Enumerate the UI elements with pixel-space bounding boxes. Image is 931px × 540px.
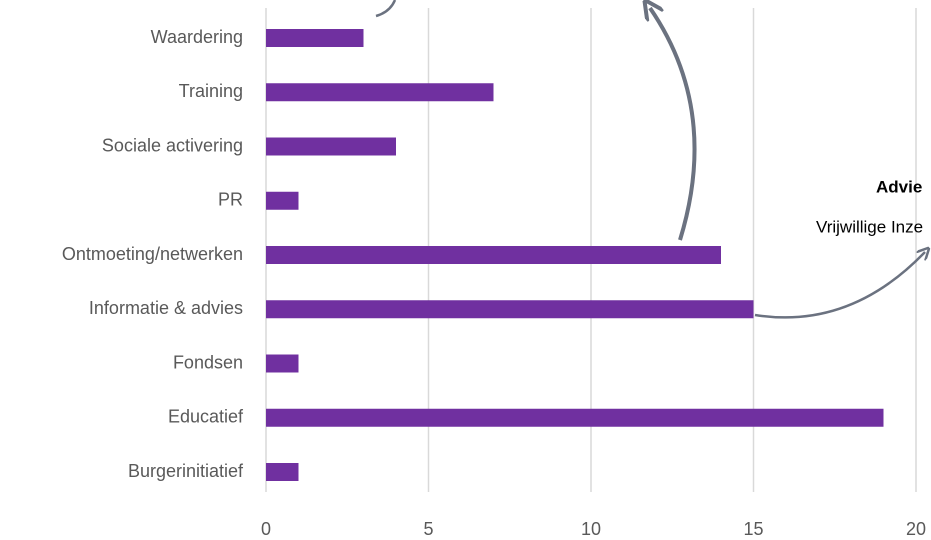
arrow (375, 0, 397, 18)
bar (266, 246, 721, 264)
arrow (650, 8, 697, 241)
y-tick-label: Fondsen (173, 352, 243, 372)
x-tick-label: 15 (743, 519, 763, 539)
y-tick-label: Ontmoeting/netwerken (62, 244, 243, 264)
y-tick-label: Educatief (168, 407, 244, 427)
arrow (754, 252, 925, 319)
y-tick-label: Waardering (151, 27, 243, 47)
x-tick-label: 0 (261, 519, 271, 539)
bar (266, 83, 494, 102)
y-tick-label: Burgerinitiatief (128, 461, 244, 481)
bar (266, 137, 396, 156)
bar (266, 463, 299, 481)
x-tick-label: 5 (423, 519, 433, 539)
annotation: Vrijwillige Inze (816, 217, 923, 236)
bar (266, 354, 299, 373)
y-tick-label: Informatie & advies (89, 298, 243, 318)
bar (266, 191, 299, 210)
y-tick-label: Training (179, 81, 243, 101)
x-tick-label: 10 (581, 519, 601, 539)
y-tick-label: PR (218, 190, 243, 210)
bar (266, 408, 884, 427)
bar (266, 300, 754, 319)
bar (266, 29, 364, 47)
x-tick-label: 20 (906, 519, 926, 539)
y-tick-label: Sociale activering (102, 135, 243, 155)
annotation: Advie (876, 177, 922, 196)
